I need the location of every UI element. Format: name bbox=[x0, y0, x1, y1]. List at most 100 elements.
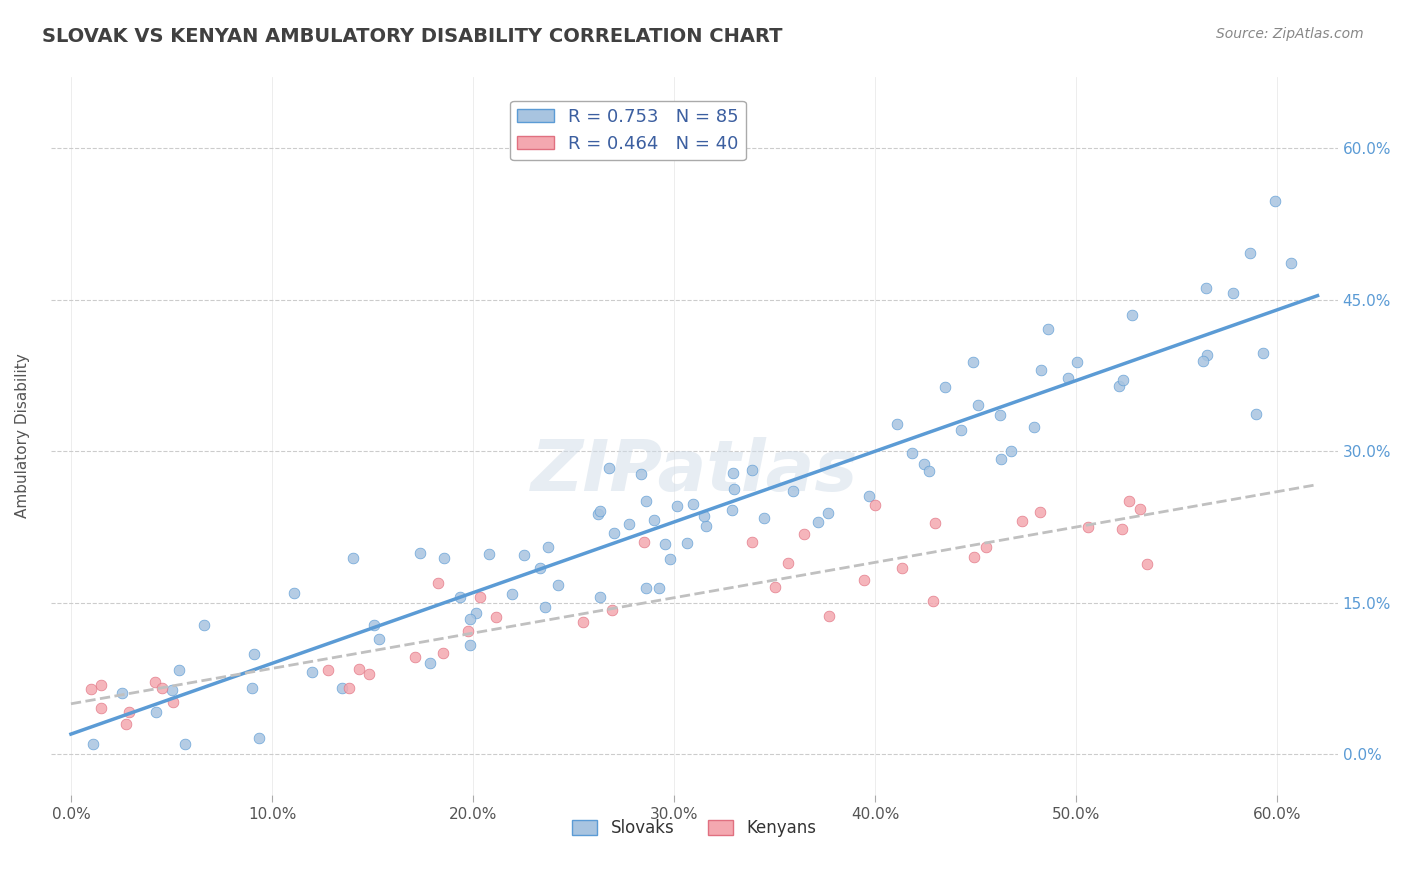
Text: Source: ZipAtlas.com: Source: ZipAtlas.com bbox=[1216, 27, 1364, 41]
Point bbox=[1111, 522, 1133, 536]
Point bbox=[752, 510, 775, 524]
Point bbox=[1129, 501, 1152, 516]
Point bbox=[247, 731, 270, 745]
Point bbox=[782, 483, 804, 498]
Point bbox=[330, 681, 353, 695]
Point bbox=[589, 590, 612, 604]
Text: ZIPatlas: ZIPatlas bbox=[530, 437, 858, 507]
Point bbox=[1121, 308, 1143, 322]
Point bbox=[1195, 281, 1218, 295]
Point bbox=[924, 516, 946, 530]
Point bbox=[967, 398, 990, 412]
Point bbox=[1246, 407, 1268, 421]
Point bbox=[900, 445, 922, 459]
Point bbox=[283, 586, 305, 600]
Point bbox=[301, 665, 323, 679]
Point bbox=[110, 686, 132, 700]
Point bbox=[636, 494, 658, 508]
Point bbox=[682, 497, 704, 511]
Point bbox=[1251, 345, 1274, 359]
Point bbox=[817, 506, 839, 520]
Point bbox=[863, 498, 886, 512]
Point bbox=[950, 424, 973, 438]
Point bbox=[721, 503, 744, 517]
Point bbox=[1279, 256, 1302, 270]
Point bbox=[586, 507, 609, 521]
Point bbox=[890, 561, 912, 575]
Point bbox=[457, 624, 479, 638]
Point bbox=[974, 541, 997, 555]
Point bbox=[1264, 194, 1286, 208]
Point bbox=[1195, 348, 1218, 362]
Point bbox=[485, 610, 508, 624]
Point bbox=[721, 466, 744, 480]
Point bbox=[962, 549, 984, 564]
Point bbox=[337, 681, 360, 695]
Point bbox=[793, 527, 815, 541]
Point bbox=[740, 463, 762, 477]
Point bbox=[368, 632, 391, 646]
Point bbox=[990, 452, 1012, 467]
Point bbox=[419, 656, 441, 670]
Point bbox=[150, 681, 173, 695]
Point bbox=[818, 609, 841, 624]
Point bbox=[145, 705, 167, 719]
Point bbox=[1000, 444, 1022, 458]
Point bbox=[659, 551, 682, 566]
Point bbox=[1239, 246, 1261, 260]
Point bbox=[807, 515, 830, 529]
Point bbox=[1108, 379, 1130, 393]
Point bbox=[886, 417, 908, 431]
Point bbox=[654, 537, 676, 551]
Point bbox=[89, 678, 111, 692]
Point bbox=[160, 683, 183, 698]
Point bbox=[316, 663, 339, 677]
Point bbox=[433, 550, 456, 565]
Point bbox=[695, 519, 717, 533]
Point bbox=[633, 535, 655, 549]
Point bbox=[917, 464, 939, 478]
Point bbox=[501, 587, 523, 601]
Point bbox=[572, 615, 595, 629]
Point bbox=[118, 706, 141, 720]
Point bbox=[537, 540, 560, 554]
Point bbox=[922, 594, 945, 608]
Text: SLOVAK VS KENYAN AMBULATORY DISABILITY CORRELATION CHART: SLOVAK VS KENYAN AMBULATORY DISABILITY C… bbox=[42, 27, 783, 45]
Point bbox=[449, 591, 471, 605]
Point bbox=[1136, 558, 1159, 572]
Point bbox=[169, 664, 191, 678]
Point bbox=[1056, 371, 1078, 385]
Point bbox=[347, 662, 370, 676]
Point bbox=[547, 578, 569, 592]
Point bbox=[513, 549, 536, 563]
Point bbox=[1076, 520, 1098, 534]
Point bbox=[426, 576, 449, 591]
Point bbox=[600, 603, 623, 617]
Point bbox=[342, 550, 364, 565]
Point bbox=[1066, 355, 1088, 369]
Point bbox=[468, 591, 491, 605]
Point bbox=[359, 667, 381, 681]
Point bbox=[80, 682, 103, 697]
Point bbox=[529, 560, 551, 574]
Point bbox=[648, 582, 671, 596]
Point bbox=[934, 379, 956, 393]
Point bbox=[676, 536, 699, 550]
Point bbox=[240, 681, 263, 695]
Point bbox=[458, 638, 481, 652]
Point bbox=[962, 355, 984, 369]
Point bbox=[603, 526, 626, 541]
Point bbox=[776, 556, 799, 570]
Point bbox=[1029, 505, 1052, 519]
Point bbox=[1112, 373, 1135, 387]
Point bbox=[404, 650, 426, 665]
Point bbox=[643, 513, 665, 527]
Point bbox=[1118, 493, 1140, 508]
Point bbox=[630, 467, 652, 482]
Point bbox=[465, 606, 488, 620]
Point bbox=[1222, 286, 1244, 301]
Point bbox=[665, 499, 688, 513]
Point bbox=[363, 618, 385, 632]
Point bbox=[432, 646, 454, 660]
Point bbox=[1191, 353, 1213, 368]
